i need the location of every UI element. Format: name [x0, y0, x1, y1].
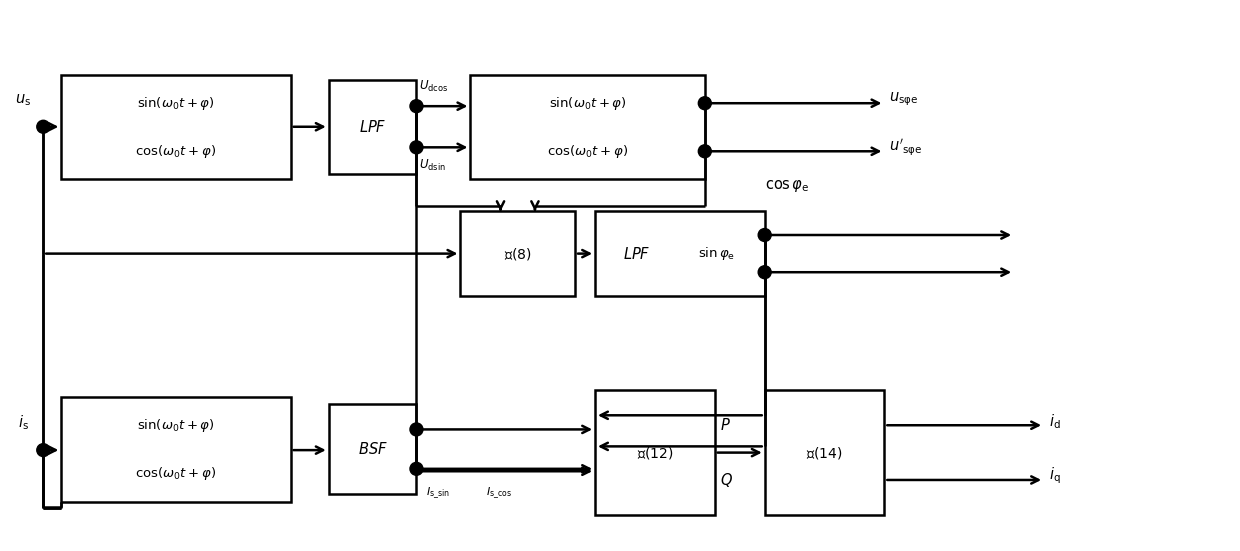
Text: $I_{\rm s\_sin}$: $I_{\rm s\_sin}$: [427, 486, 450, 501]
Bar: [595, 212, 765, 296]
Text: $P$: $P$: [719, 417, 730, 433]
Text: $\cos\!\left(\omega_0 t+\varphi\right)$: $\cos\!\left(\omega_0 t+\varphi\right)$: [547, 143, 629, 160]
Bar: [61, 75, 290, 180]
Text: 式$(8)$: 式$(8)$: [503, 246, 532, 262]
Text: $U_{\rm dcos}$: $U_{\rm dcos}$: [419, 79, 449, 94]
Circle shape: [698, 97, 712, 110]
Circle shape: [698, 145, 712, 158]
Text: $i_{\rm d}$: $i_{\rm d}$: [1049, 412, 1060, 431]
Bar: [329, 80, 417, 174]
Bar: [470, 75, 704, 180]
Text: 式$(14)$: 式$(14)$: [806, 445, 843, 461]
Circle shape: [37, 444, 50, 457]
Bar: [61, 397, 290, 502]
Text: $\sin\!\left(\omega_0 t+\varphi\right)$: $\sin\!\left(\omega_0 t+\varphi\right)$: [138, 417, 215, 434]
Text: $u_{\rm s}$: $u_{\rm s}$: [15, 92, 31, 108]
Text: $i_{\rm q}$: $i_{\rm q}$: [1049, 466, 1060, 487]
Text: $I_{\rm s\_cos}$: $I_{\rm s\_cos}$: [486, 486, 512, 501]
Bar: [460, 212, 575, 296]
Circle shape: [410, 100, 423, 112]
Text: $Q$: $Q$: [719, 471, 733, 489]
Text: $\cos\!\left(\omega_0 t+\varphi\right)$: $\cos\!\left(\omega_0 t+\varphi\right)$: [135, 465, 217, 482]
Bar: [595, 391, 714, 515]
Bar: [329, 404, 417, 494]
Circle shape: [758, 266, 771, 279]
Text: $LPF$: $LPF$: [624, 246, 651, 262]
Circle shape: [758, 229, 771, 241]
Text: $LPF$: $LPF$: [358, 119, 387, 135]
Text: $\sin\!\left(\omega_0 t+\varphi\right)$: $\sin\!\left(\omega_0 t+\varphi\right)$: [549, 95, 626, 112]
Text: $\cos\!\left(\omega_0 t+\varphi\right)$: $\cos\!\left(\omega_0 t+\varphi\right)$: [135, 143, 217, 160]
Text: $u_{\rm s\varphi e}$: $u_{\rm s\varphi e}$: [889, 90, 919, 108]
Circle shape: [37, 120, 50, 133]
Circle shape: [410, 423, 423, 436]
Text: $u'_{\rm s\varphi e}$: $u'_{\rm s\varphi e}$: [889, 137, 923, 158]
Text: $U_{\rm dsin}$: $U_{\rm dsin}$: [419, 158, 446, 173]
Text: $\cos\varphi_{\rm e}$: $\cos\varphi_{\rm e}$: [765, 178, 810, 194]
Text: $BSF$: $BSF$: [357, 441, 388, 457]
Text: $\sin\varphi_{\rm e}$: $\sin\varphi_{\rm e}$: [698, 245, 735, 262]
Text: $i_{\rm s}$: $i_{\rm s}$: [17, 413, 29, 431]
Bar: [765, 391, 884, 515]
Circle shape: [410, 462, 423, 476]
Text: 式$(12)$: 式$(12)$: [636, 445, 673, 461]
Circle shape: [410, 141, 423, 154]
Text: $\sin\!\left(\omega_0 t+\varphi\right)$: $\sin\!\left(\omega_0 t+\varphi\right)$: [138, 95, 215, 112]
